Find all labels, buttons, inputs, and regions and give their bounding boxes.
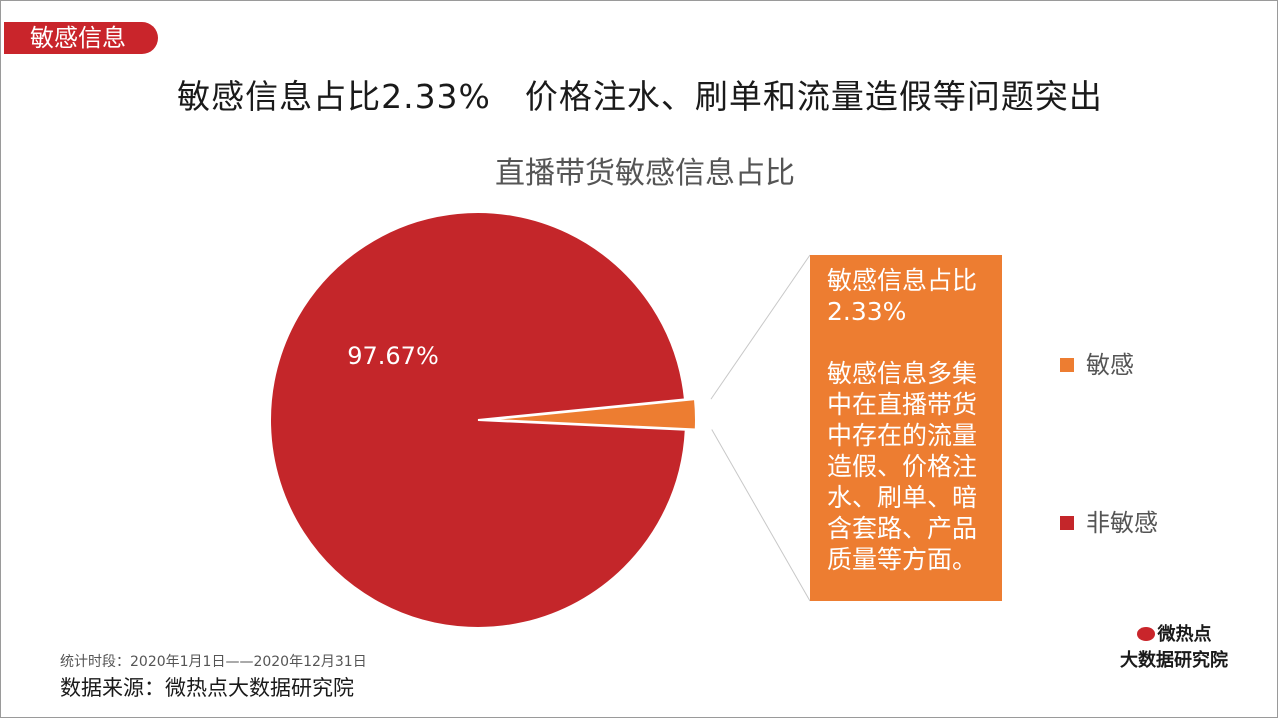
legend-item-sensitive: 敏感 (1060, 345, 1134, 380)
pie-slice-non-sensitive (269, 211, 687, 629)
pie-slice-sensitive (487, 398, 697, 431)
logo-eye-icon (1136, 627, 1155, 641)
callout-body-line: 含套路、产品 (827, 514, 978, 543)
callout-box: 敏感信息占比 2.33% 敏感信息多集 中在直播带货 中存在的流量 造假、价格注… (810, 255, 1002, 601)
callout-body-line: 造假、价格注 (827, 452, 978, 481)
legend-swatch (1060, 516, 1074, 530)
data-source: 数据来源：微热点大数据研究院 (60, 676, 354, 700)
callout-leader-line (711, 429, 811, 602)
statistics-period: 统计时段：2020年1月1日——2020年12月31日 (60, 654, 367, 670)
legend-swatch (1060, 358, 1074, 372)
callout-leader-line (710, 254, 811, 400)
logo-top-text: 微热点 (1157, 624, 1212, 645)
callout-body-line: 中在直播带货 (827, 390, 978, 419)
slide-headline: 敏感信息占比2.33% 价格注水、刷单和流量造假等问题突出 (177, 77, 1103, 116)
chart-title: 直播带货敏感信息占比 (495, 156, 795, 191)
callout-body-line: 水、刷单、暗 (827, 483, 978, 512)
callout-value: 2.33% (827, 297, 907, 326)
callout-title: 敏感信息占比 (827, 266, 978, 295)
brand-logo: 微热点 大数据研究院 (1112, 620, 1236, 672)
pie-data-label: 97.67% (347, 342, 439, 370)
legend-label: 非敏感 (1086, 509, 1158, 537)
logo-bottom-text: 大数据研究院 (1120, 650, 1228, 671)
callout-body-line: 质量等方面。 (827, 545, 978, 574)
legend-label: 敏感 (1086, 351, 1134, 379)
section-tag: 敏感信息 (4, 22, 158, 54)
legend-item-non-sensitive: 非敏感 (1060, 503, 1158, 538)
callout-body-line: 中存在的流量 (827, 421, 978, 450)
callout-body-line: 敏感信息多集 (827, 359, 978, 388)
